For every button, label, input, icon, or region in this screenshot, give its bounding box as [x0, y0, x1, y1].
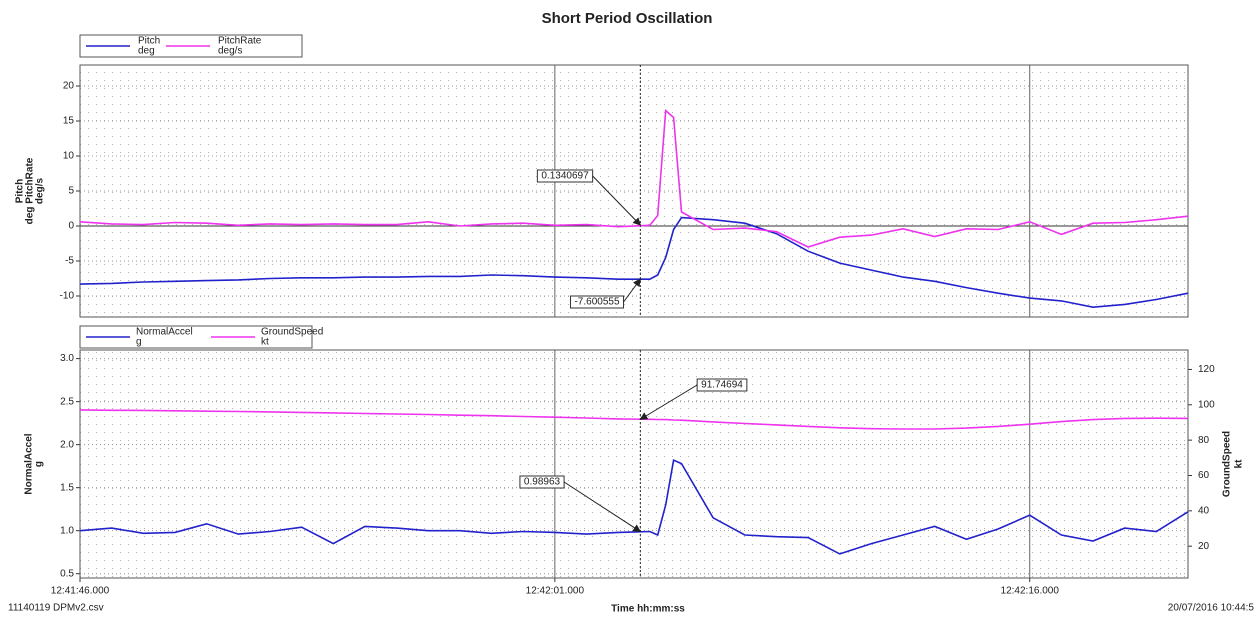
y-tick-label: 3.0	[60, 353, 74, 364]
series-line	[79, 409, 1189, 430]
y2-tick-label: 40	[1198, 505, 1210, 516]
footer-file: 11140119 DPMv2.csv	[8, 603, 104, 614]
legend-label: PitchRate	[218, 36, 262, 47]
y2-axis-label: GroundSpeed	[1222, 431, 1233, 497]
y-tick-label: 0.5	[60, 568, 74, 579]
y-tick-label: -5	[65, 256, 74, 267]
y2-axis-label: kt	[1234, 459, 1245, 469]
legend-unit: deg	[138, 46, 155, 57]
series-line	[79, 458, 1189, 555]
legend-unit: deg/s	[218, 46, 242, 57]
y2-tick-label: 120	[1198, 364, 1215, 375]
y-tick-label: 0	[68, 221, 74, 232]
y2-tick-label: 80	[1198, 435, 1210, 446]
y2-tick-label: 100	[1198, 399, 1215, 410]
y-axis-label: deg/s	[35, 178, 46, 205]
cursor-arrow	[563, 481, 642, 533]
y-tick-label: 1.0	[60, 525, 74, 536]
legend-label: GroundSpeed	[261, 327, 323, 338]
footer-date: 20/07/2016 10:44:5	[1168, 603, 1254, 614]
cursor-value-label: 91.74694	[701, 380, 743, 391]
legend-label: Pitch	[138, 36, 160, 47]
cursor-arrow	[639, 384, 698, 420]
plot-background	[80, 350, 1188, 578]
plot-frame	[79, 349, 1189, 579]
y-tick-label: 1.5	[60, 482, 74, 493]
legend-label: NormalAccel	[136, 327, 193, 338]
cursor-value-label: -7.600555	[574, 297, 619, 308]
y-axis-label: deg PitchRate	[25, 157, 36, 224]
x-axis-label: Time hh:mm:ss	[611, 604, 685, 615]
legend-box	[79, 325, 313, 349]
y-tick-label: 20	[63, 81, 75, 92]
y-tick-label: 15	[63, 116, 75, 127]
y2-tick-label: 60	[1198, 470, 1210, 481]
y-tick-label: -10	[60, 291, 75, 302]
legend-unit: kt	[261, 337, 269, 348]
y-tick-label: 2.5	[60, 396, 74, 407]
cursor-arrow	[623, 278, 641, 303]
x-tick-label: 12:42:01.000	[526, 586, 585, 597]
x-tick-label: 12:42:16.000	[1001, 586, 1060, 597]
cursor-value-label: 0.1340697	[541, 171, 589, 182]
series-line	[79, 108, 1189, 248]
series-line	[79, 216, 1189, 309]
chart-title: Short Period Oscillation	[542, 10, 713, 27]
y2-tick-label: 20	[1198, 541, 1210, 552]
y-axis-label: Pitch	[15, 179, 26, 203]
y-tick-label: 10	[63, 151, 75, 162]
cursor-arrow	[592, 175, 642, 226]
y-axis-label: NormalAccel	[24, 433, 35, 494]
legend-unit: g	[136, 337, 142, 348]
y-tick-label: 5	[68, 186, 74, 197]
x-tick-label: 12:41:46.000	[51, 586, 110, 597]
cursor-value-label: 0.98963	[524, 477, 561, 488]
plot-frame	[79, 64, 1189, 318]
y-axis-label: g	[34, 461, 45, 467]
y-tick-label: 2.0	[60, 439, 74, 450]
